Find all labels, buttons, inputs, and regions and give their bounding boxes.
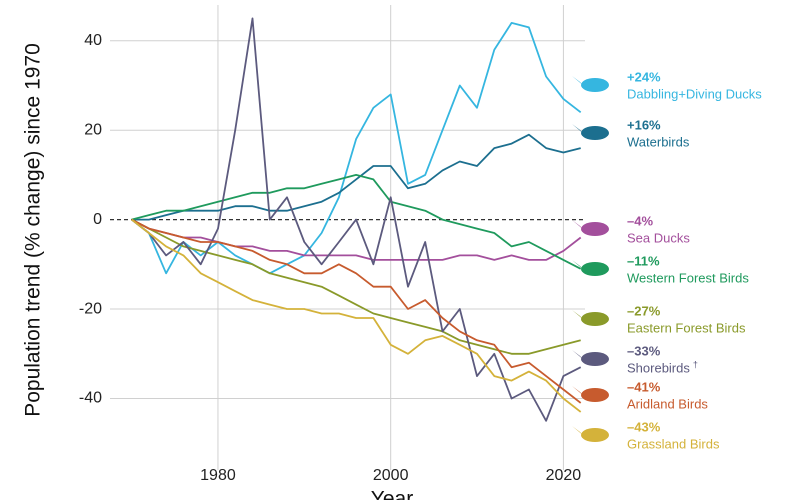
bird-icon — [581, 388, 609, 402]
y-tick-label: 40 — [84, 32, 102, 49]
bird-icon — [572, 350, 584, 360]
legend-change: –27% — [627, 303, 661, 318]
bird-icon — [581, 126, 609, 140]
legend-change: –11% — [627, 253, 660, 268]
series-line — [131, 133, 581, 221]
bird-icon — [581, 262, 609, 276]
legend-change: –33% — [627, 343, 661, 358]
bird-icon — [572, 76, 584, 86]
series-line — [131, 218, 581, 355]
x-tick-label: 1980 — [200, 467, 236, 484]
legend-change: –41% — [627, 379, 661, 394]
bird-icon — [572, 124, 584, 134]
legend-name: Shorebirds — [627, 360, 690, 375]
legend-name: Western Forest Birds — [627, 270, 749, 285]
bird-icon — [572, 310, 584, 320]
x-tick-label: 2020 — [546, 467, 582, 484]
series-line — [131, 174, 582, 270]
legend-change: +24% — [627, 69, 661, 84]
bird-icon — [581, 312, 609, 326]
legend-footnote: † — [693, 359, 698, 369]
x-axis-title: Year — [371, 488, 413, 500]
series-line — [131, 218, 582, 261]
series-line — [131, 17, 582, 422]
bird-icon — [581, 78, 609, 92]
legend-change: –4% — [627, 213, 653, 228]
series-line — [131, 218, 582, 413]
series-line — [131, 218, 582, 404]
x-tick-label: 2000 — [373, 467, 409, 484]
y-axis-title: Population trend (% change) since 1970 — [22, 43, 45, 417]
legend-name: Eastern Forest Birds — [627, 320, 746, 335]
legend-change: +16% — [627, 117, 661, 132]
y-tick-label: 0 — [93, 211, 102, 228]
y-tick-label: -40 — [79, 390, 102, 407]
bird-icon — [572, 386, 584, 396]
legend-name: Grassland Birds — [627, 436, 720, 451]
legend-name: Sea Ducks — [627, 230, 690, 245]
legend-change: –43% — [627, 419, 661, 434]
bird-icon — [572, 426, 584, 436]
legend-name: Aridland Birds — [627, 396, 708, 411]
legend-name: Waterbirds — [627, 134, 690, 149]
bird-icon — [581, 428, 609, 442]
bird-icon — [572, 220, 584, 230]
legend-name: Dabbling+Diving Ducks — [627, 86, 762, 101]
bird-icon — [572, 260, 584, 270]
series-line — [131, 22, 582, 275]
y-tick-label: -20 — [79, 300, 102, 317]
y-tick-label: 20 — [84, 121, 102, 138]
bird-icon — [581, 352, 609, 366]
bird-icon — [581, 222, 609, 236]
